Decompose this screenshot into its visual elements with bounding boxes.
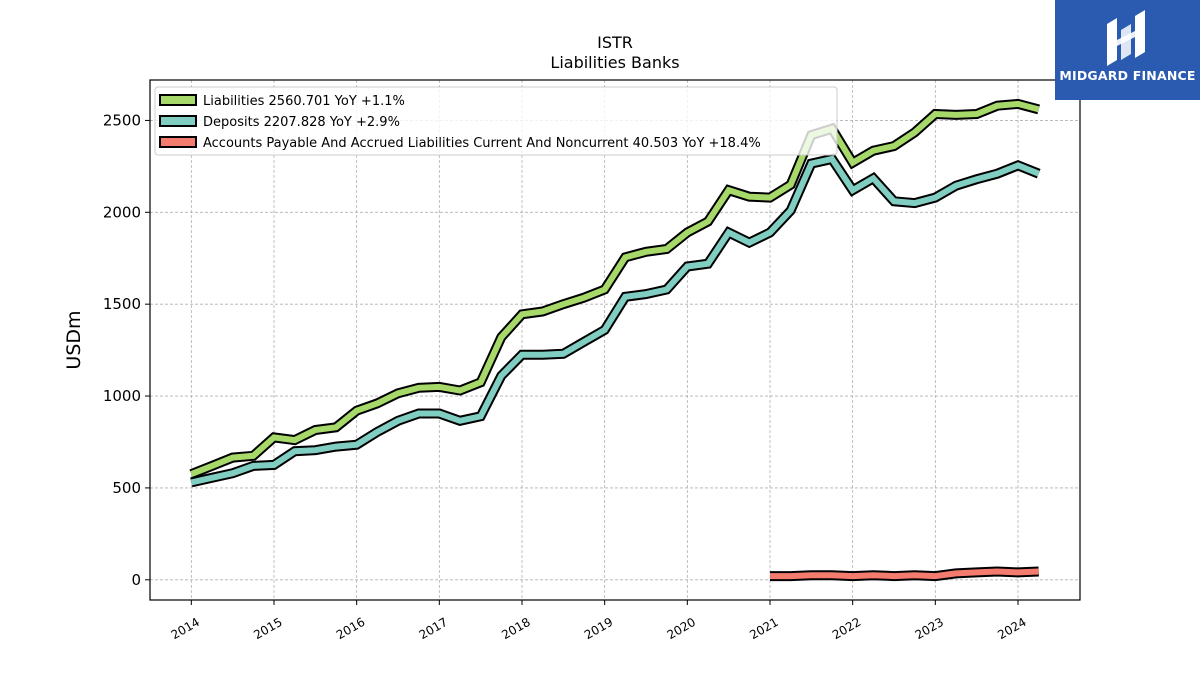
- y-tick-label: 500: [112, 479, 141, 497]
- y-axis-label: USDm: [63, 310, 85, 369]
- plot-frame: [149, 79, 1081, 601]
- legend-label-0: Liabilities 2560.701 YoY +1.1%: [203, 94, 405, 109]
- series-outline-0: [189, 98, 1040, 479]
- brand-name: MIDGARD FINANCE: [1059, 68, 1196, 83]
- legend-swatch-1: [159, 115, 197, 127]
- x-tick-label: 2014: [169, 615, 202, 642]
- series-line-0: [190, 100, 1040, 477]
- x-tick-label: 2023: [913, 615, 946, 642]
- legend-label-2: Accounts Payable And Accrued Liabilities…: [203, 136, 761, 151]
- y-tick-label: 0: [131, 571, 141, 589]
- y-axis: 0 500 1000 1500 2000 2500: [103, 111, 150, 589]
- chart-subtitle: Liabilities Banks: [550, 53, 679, 72]
- x-tick-label: 2022: [830, 615, 863, 642]
- y-tick-label: 2000: [103, 203, 141, 221]
- legend-label-1: Deposits 2207.828 YoY +2.9%: [203, 115, 400, 130]
- x-tick-label: 2019: [582, 615, 615, 642]
- legend-swatch-2: [159, 136, 197, 148]
- legend-swatch-0: [159, 94, 197, 106]
- legend-box: [154, 86, 838, 156]
- x-tick-label: 2017: [417, 615, 450, 642]
- legend: Liabilities 2560.701 YoY +1.1% Deposits 2…: [154, 86, 838, 156]
- x-tick-label: 2018: [499, 615, 532, 642]
- x-tick-label: 2020: [665, 615, 698, 642]
- chart-title: ISTR: [597, 33, 633, 52]
- x-axis: 2014 2015 2016 2017 2018 2019 2020 2021 2022 2023…: [169, 600, 1029, 642]
- x-tick-label: 2024: [995, 615, 1028, 642]
- brand-logo: MIDGARD FINANCE: [1055, 0, 1200, 100]
- x-tick-label: 2016: [334, 615, 367, 642]
- series-line-1: [190, 155, 1040, 486]
- midgard-logo-icon: [1107, 10, 1145, 66]
- y-tick-label: 2500: [103, 111, 141, 129]
- series-line-2: [770, 568, 1039, 580]
- x-tick-label: 2021: [747, 615, 780, 642]
- y-tick-label: 1500: [103, 295, 141, 313]
- y-tick-label: 1000: [103, 387, 141, 405]
- grid: [150, 80, 1080, 600]
- series-lines: [189, 98, 1041, 582]
- x-tick-label: 2015: [251, 615, 284, 642]
